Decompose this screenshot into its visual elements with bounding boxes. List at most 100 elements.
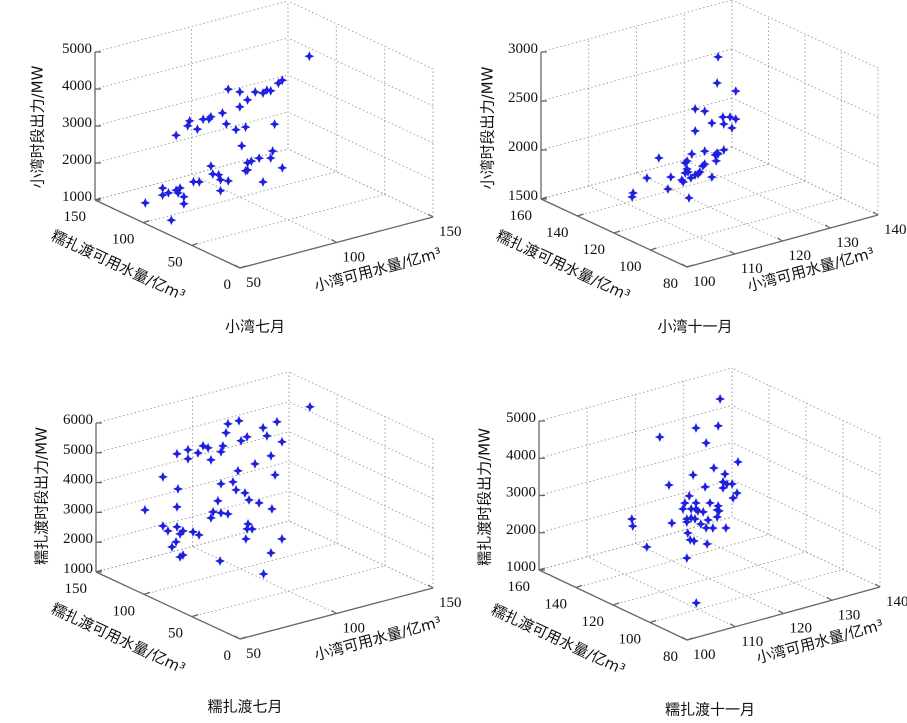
data-point [221, 118, 232, 129]
x-tick-label: 100 [343, 621, 366, 637]
y-tick [575, 584, 583, 589]
x-tick [427, 213, 434, 218]
data-point [231, 124, 241, 135]
data-point [236, 435, 247, 446]
z-tick-label: 4000 [506, 447, 536, 463]
data-point [711, 155, 722, 166]
x-tick [778, 609, 784, 615]
panel-caption: 糯扎渡十一月 [665, 701, 755, 719]
data-point [733, 457, 743, 467]
data-point [678, 504, 688, 514]
data-point [701, 522, 712, 533]
data-point [698, 506, 709, 517]
y-tick [613, 230, 621, 234]
data-point [686, 149, 697, 159]
grid-line [731, 97, 879, 167]
grid-line [731, 146, 879, 216]
x-tick-label: 50 [246, 646, 261, 662]
y-tick-label: 80 [663, 649, 678, 665]
grid-line [94, 148, 289, 201]
data-point [250, 87, 261, 97]
y-tick-label: 140 [545, 597, 568, 613]
data-point [207, 169, 218, 179]
data-point [171, 130, 182, 141]
grid-line [287, 0, 434, 70]
y-tick-label: 120 [583, 242, 606, 258]
data-point [691, 423, 701, 433]
grid-line [95, 460, 290, 513]
z-tick-label: 5000 [63, 442, 93, 458]
y-tick-label: 50 [168, 626, 183, 642]
data-point [712, 78, 723, 88]
x-tick-label: 130 [836, 235, 859, 251]
grid-line [731, 442, 881, 513]
data-point [690, 170, 701, 180]
data-point [173, 483, 183, 494]
data-point [708, 463, 719, 473]
data-point [204, 114, 214, 124]
data-point [178, 198, 189, 209]
grid-line [540, 0, 733, 53]
data-point [706, 172, 717, 182]
data-point [732, 488, 742, 498]
y-tick [143, 591, 151, 595]
grid-line [287, 74, 434, 144]
data-point [712, 512, 723, 522]
data-point [231, 484, 241, 495]
scatter3d-panel: 1000 2000 3000 4000 5000 50 100 150 0 50 100 150 小湾时… [29, 0, 462, 336]
grid-line [538, 442, 733, 496]
data-point [183, 453, 193, 464]
grid-line [287, 148, 434, 218]
grid-line [95, 520, 290, 573]
grid-line [288, 431, 434, 500]
data-point [215, 185, 226, 196]
grid-line [683, 529, 832, 601]
x-tick [729, 623, 736, 628]
scatter3d-panel: 1500 2000 2500 3000 100 110 120 130 140 80 100 120 1… [479, 0, 907, 336]
y-tick-label: 0 [224, 648, 232, 664]
data-point [684, 193, 694, 203]
data-point [223, 509, 233, 519]
grid-line [731, 516, 881, 588]
data-point [703, 515, 713, 525]
x-tick-label: 100 [693, 647, 716, 663]
data-point [236, 140, 247, 151]
data-point [171, 536, 181, 547]
data-point [626, 514, 637, 524]
grid-line [540, 48, 733, 102]
grid-line [191, 193, 385, 246]
x-axis-title: 小湾可用水量/亿m³ [312, 613, 443, 664]
data-point [233, 465, 243, 476]
grid-line [95, 431, 290, 484]
data-point [183, 444, 193, 455]
data-point [140, 197, 151, 208]
data-point [664, 480, 674, 490]
y-axis [95, 571, 241, 640]
y-tick [94, 197, 102, 201]
x-tick-label: 100 [693, 274, 716, 290]
data-point [699, 159, 710, 170]
z-tick-label: 3000 [508, 41, 538, 57]
data-point [718, 483, 728, 493]
data-point [206, 454, 216, 465]
x-tick [331, 609, 337, 615]
data-point [273, 78, 284, 89]
grid-line [538, 479, 733, 534]
grid-line [587, 556, 736, 628]
data-point [188, 176, 199, 187]
data-point [250, 458, 260, 469]
z-tick-label: 2000 [506, 522, 536, 538]
data-point [718, 145, 729, 155]
data-point [216, 478, 226, 489]
data-point [706, 118, 717, 128]
data-point [240, 534, 251, 544]
grid-line [538, 404, 733, 459]
grid-line [288, 401, 434, 470]
data-point [272, 416, 282, 427]
data-point [720, 523, 731, 533]
data-point [208, 506, 219, 517]
grid-line [577, 163, 769, 217]
x-tick [331, 238, 337, 244]
grid-line [143, 171, 337, 224]
y-tick-label: 150 [65, 581, 88, 597]
